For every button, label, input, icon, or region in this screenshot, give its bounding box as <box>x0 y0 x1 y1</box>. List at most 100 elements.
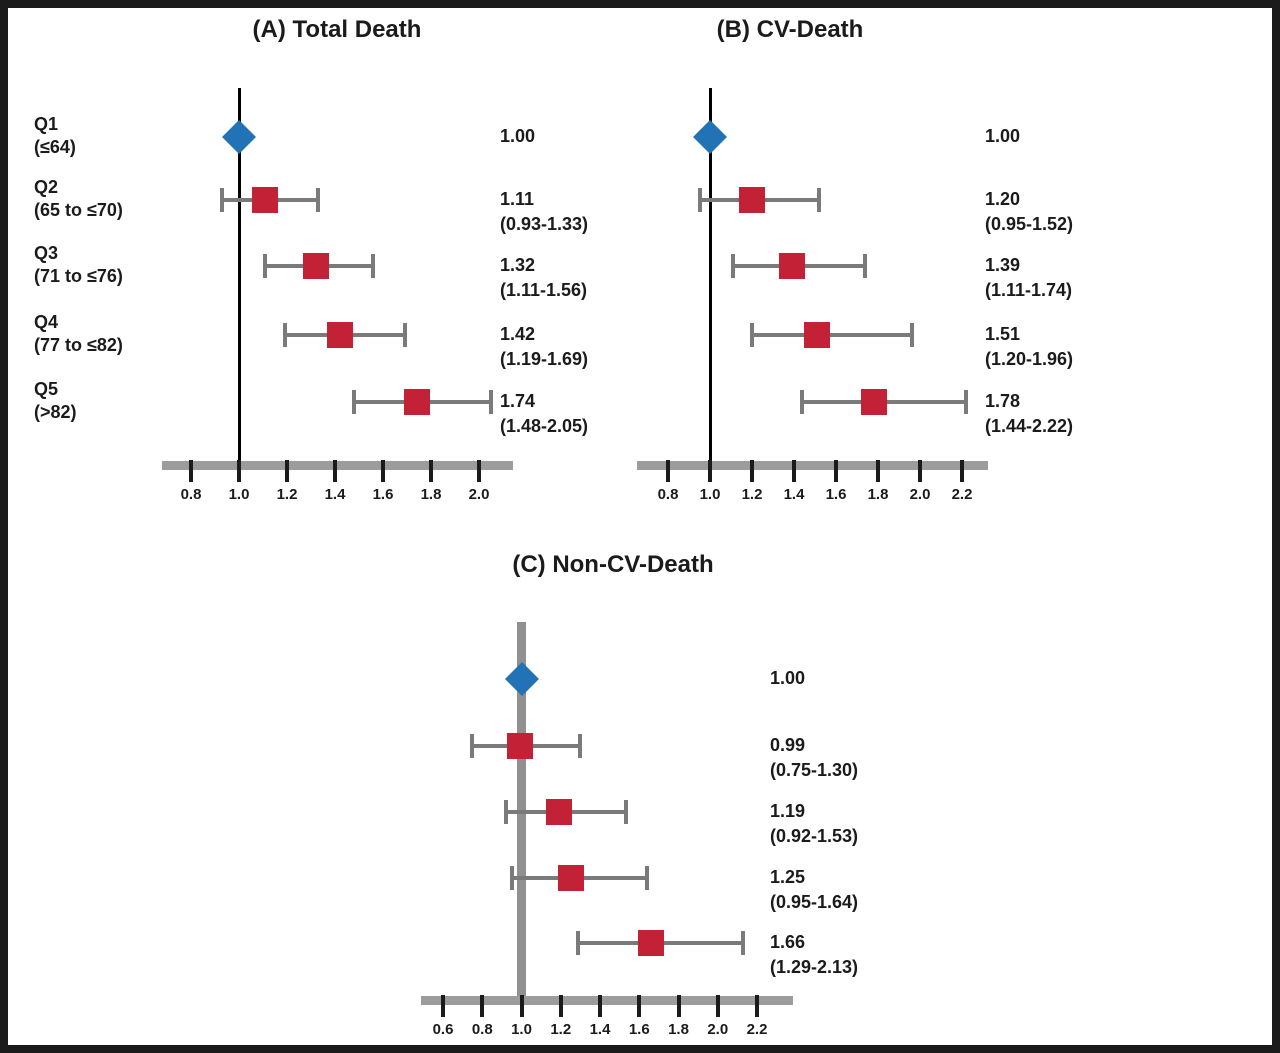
x-axis-tick <box>637 995 642 1017</box>
reference-diamond-marker <box>693 120 727 154</box>
x-axis-tick <box>715 995 720 1017</box>
value-label: 1.11 <box>500 189 535 209</box>
ci-label: (1.11-1.74) <box>985 280 1073 300</box>
estimate-square-marker <box>804 322 831 348</box>
ci-whisker-cap-right <box>909 323 914 347</box>
estimate-square-marker <box>506 733 533 759</box>
x-axis-bar <box>162 460 513 470</box>
row-label: Q4 (77 to ≤82) <box>34 312 123 355</box>
x-axis-tick <box>598 995 602 1017</box>
x-axis-tick <box>750 460 754 482</box>
x-axis-tick-label: 2.2 <box>951 486 973 503</box>
value-label: 1.25 <box>770 867 806 887</box>
ci-whisker-cap-left <box>352 390 357 414</box>
figure-frame-bottom <box>0 1045 1280 1053</box>
estimate-square-marker <box>403 389 430 415</box>
ci-label: (1.48-2.05) <box>500 416 589 436</box>
x-axis-bar <box>421 995 793 1005</box>
ci-whisker-cap-right <box>817 188 822 212</box>
ci-whisker-cap-left <box>503 800 508 824</box>
x-axis-tick-label: 1.4 <box>324 486 346 503</box>
x-axis-tick <box>519 995 524 1017</box>
value-label: 1.32 <box>500 255 536 275</box>
ci-label: (0.92-1.53) <box>770 826 859 846</box>
x-axis-tick-label: 0.6 <box>432 1021 454 1038</box>
ci-whisker-cap-right <box>964 390 969 414</box>
estimate-square-marker <box>326 322 353 348</box>
x-axis-tick-label: 2.0 <box>707 1021 729 1038</box>
estimate-square-marker <box>638 930 665 956</box>
panel-reference-line <box>708 88 712 477</box>
ci-whisker-cap-left <box>470 734 475 758</box>
estimate-square-marker <box>252 187 279 213</box>
row-label: Q5 (>82) <box>34 379 77 422</box>
ci-whisker-cap-left <box>509 866 514 890</box>
ci-whisker-cap-left <box>220 188 225 212</box>
ci-whisker-cap-right <box>402 323 407 347</box>
x-axis-tick <box>480 995 485 1017</box>
x-axis-tick-label: 0.8 <box>180 486 202 503</box>
value-label: 1.74 <box>500 391 536 411</box>
x-axis-tick-label: 0.8 <box>471 1021 493 1038</box>
value-label: 1.66 <box>770 932 806 952</box>
x-axis-tick-label: 1.4 <box>589 1021 611 1038</box>
ci-label: (1.44-2.22) <box>985 416 1074 436</box>
x-axis-tick-label: 2.0 <box>909 486 931 503</box>
x-axis-tick <box>708 460 712 482</box>
x-axis-tick-label: 1.8 <box>867 486 889 503</box>
x-axis-tick-label: 1.2 <box>276 486 298 503</box>
value-label: 1.51 <box>985 324 1021 344</box>
panel-c-title: (C) Non-CV-Death <box>512 551 714 578</box>
x-axis-tick-label: 1.8 <box>668 1021 689 1038</box>
ci-label: (0.95-1.64) <box>770 892 859 912</box>
value-label: 1.42 <box>500 324 536 344</box>
ci-label: (1.11-1.56) <box>500 280 588 300</box>
estimate-square-marker <box>545 799 572 825</box>
x-axis-tick <box>333 460 337 482</box>
x-axis-tick-label: 1.6 <box>628 1021 650 1038</box>
x-axis-tick-label: 2.0 <box>468 486 490 503</box>
x-axis-tick-label: 1.2 <box>741 486 763 503</box>
x-axis-bar <box>637 460 988 470</box>
x-axis-tick-label: 1.8 <box>420 486 442 503</box>
ci-whisker-cap-left <box>576 931 581 955</box>
ci-label: (0.93-1.33) <box>500 214 589 234</box>
ci-label: (1.29-2.13) <box>770 957 859 977</box>
x-axis-tick <box>834 460 838 482</box>
ci-whisker-cap-right <box>371 254 376 278</box>
reference-diamond-marker <box>504 662 539 696</box>
ci-whisker-cap-right <box>578 734 583 758</box>
ci-whisker-cap-left <box>697 188 702 212</box>
x-axis-tick <box>381 460 385 482</box>
value-label: 1.19 <box>770 801 806 821</box>
x-axis-tick-label: 1.0 <box>699 486 721 503</box>
ci-whisker-cap-left <box>263 254 268 278</box>
x-axis-tick <box>477 460 481 482</box>
x-axis-tick-label: 1.4 <box>783 486 805 503</box>
x-axis-tick <box>755 995 759 1017</box>
x-axis-tick <box>876 460 880 482</box>
figure-frame-right <box>1272 0 1280 1053</box>
value-label: 1.00 <box>500 126 536 146</box>
x-axis-tick <box>918 460 922 482</box>
x-axis-tick-label: 2.2 <box>746 1021 768 1038</box>
value-label: 1.20 <box>985 189 1021 209</box>
estimate-square-marker <box>860 389 887 415</box>
x-axis-tick-label: 0.8 <box>657 486 679 503</box>
ci-whisker-cap-left <box>800 390 805 414</box>
ci-whisker-cap-left <box>731 254 736 278</box>
ci-whisker-cap-right <box>489 390 493 414</box>
value-label: 1.00 <box>985 126 1021 146</box>
x-axis-tick-label: 1.0 <box>511 1021 532 1038</box>
x-axis-tick <box>441 995 445 1017</box>
x-axis-tick <box>960 460 964 482</box>
estimate-square-marker <box>557 865 584 891</box>
estimate-square-marker <box>778 253 805 279</box>
row-label: Q2 (65 to ≤70) <box>34 177 123 220</box>
figure-frame-left <box>0 0 8 1053</box>
x-axis-tick <box>666 460 670 482</box>
x-axis-tick <box>189 460 193 482</box>
ci-whisker-cap-right <box>645 866 650 890</box>
